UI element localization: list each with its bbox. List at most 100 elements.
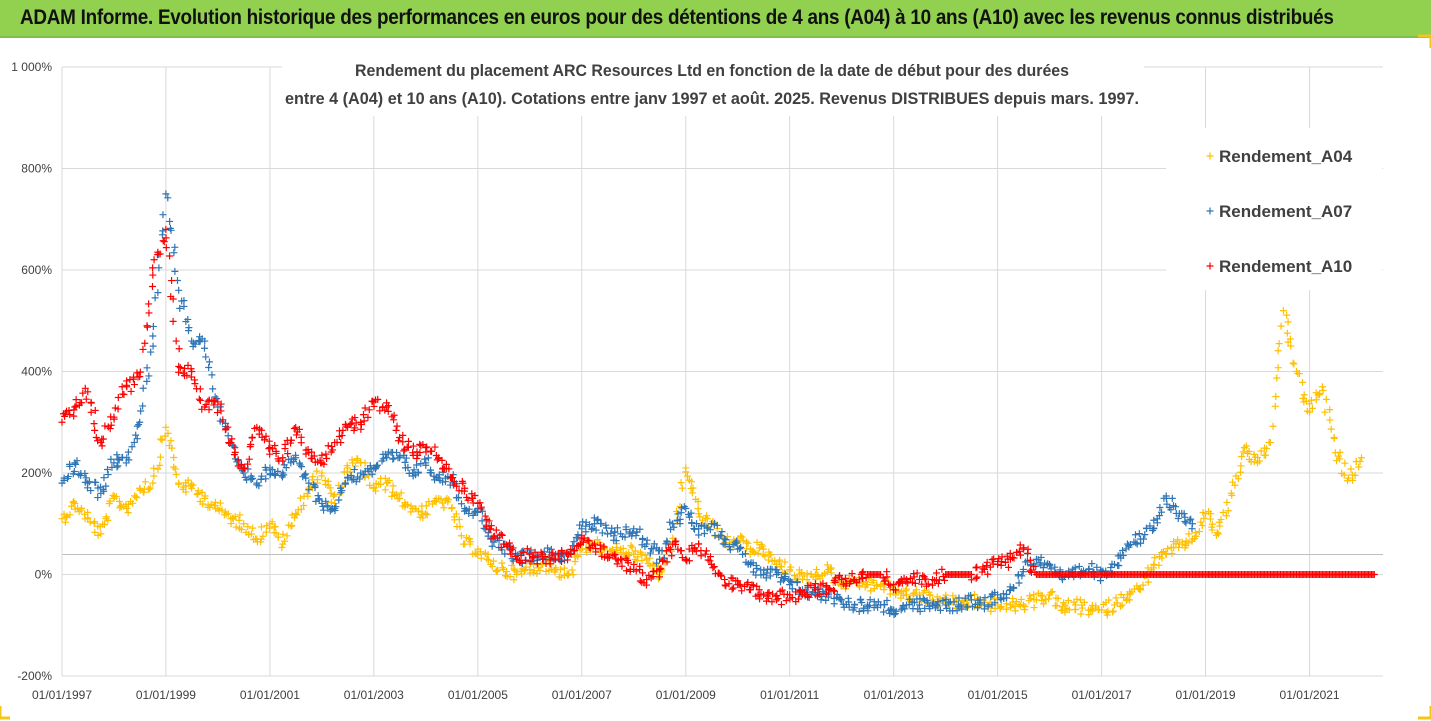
data-point <box>91 406 99 414</box>
data-point <box>850 604 858 612</box>
data-point <box>90 420 98 428</box>
data-point <box>713 521 721 529</box>
data-point <box>1294 370 1302 378</box>
data-point <box>162 244 170 252</box>
data-point <box>1153 519 1161 527</box>
data-point <box>365 406 373 414</box>
data-point <box>73 457 81 465</box>
data-point <box>71 403 79 411</box>
data-point <box>1092 602 1100 610</box>
data-point <box>361 404 369 412</box>
data-point <box>1242 442 1250 450</box>
data-point <box>1231 481 1239 489</box>
data-point <box>529 554 537 562</box>
data-point <box>107 455 115 463</box>
data-point <box>245 455 253 463</box>
data-point <box>1113 599 1121 607</box>
data-point <box>1299 378 1307 386</box>
data-point <box>777 601 785 609</box>
data-point <box>205 406 213 414</box>
data-point <box>125 456 133 464</box>
data-point <box>593 516 601 524</box>
data-point <box>685 557 693 565</box>
data-point <box>183 371 191 379</box>
data-point <box>1254 454 1262 462</box>
data-point <box>597 520 605 528</box>
data-point <box>240 464 248 472</box>
data-point <box>1274 347 1282 355</box>
data-point <box>97 530 105 538</box>
data-point <box>393 490 401 498</box>
data-point <box>717 571 725 579</box>
data-point <box>718 528 726 536</box>
data-point <box>1347 465 1355 473</box>
data-point <box>1187 515 1195 523</box>
data-point <box>201 492 209 500</box>
data-point <box>136 418 144 426</box>
data-point <box>649 561 657 569</box>
data-point <box>1195 527 1203 535</box>
data-point <box>1039 564 1047 572</box>
data-point <box>638 550 646 558</box>
data-point <box>618 562 626 570</box>
data-point <box>1224 507 1232 515</box>
data-point <box>342 479 350 487</box>
data-point <box>234 456 242 464</box>
data-point <box>282 464 290 472</box>
data-point <box>224 510 232 518</box>
data-point <box>586 521 594 529</box>
data-point <box>213 409 221 417</box>
data-point <box>381 474 389 482</box>
data-point <box>310 480 318 488</box>
data-point <box>123 505 131 513</box>
data-point <box>1206 207 1214 215</box>
data-point <box>753 564 761 572</box>
data-point <box>1016 541 1024 549</box>
y-tick-label: 400% <box>21 365 52 379</box>
y-tick-label: -200% <box>17 669 52 683</box>
data-point <box>1088 560 1096 568</box>
data-point <box>1045 595 1053 603</box>
data-point <box>1168 549 1176 557</box>
x-tick-label: 01/01/1999 <box>136 688 196 702</box>
data-point <box>149 479 157 487</box>
data-point <box>402 454 410 462</box>
data-point <box>146 484 154 492</box>
data-point <box>997 603 1005 611</box>
data-point <box>886 581 894 589</box>
data-point <box>101 422 109 430</box>
data-point <box>287 522 295 530</box>
data-point <box>357 421 365 429</box>
data-point <box>332 503 340 511</box>
data-point <box>170 249 178 257</box>
data-point <box>494 566 502 574</box>
data-point <box>187 480 195 488</box>
data-point <box>337 439 345 447</box>
data-point <box>677 479 685 487</box>
data-point <box>829 586 837 594</box>
data-point <box>247 530 255 538</box>
data-point <box>1237 468 1245 476</box>
data-point <box>845 603 853 611</box>
data-point <box>1060 599 1068 607</box>
x-tick-label: 01/01/2007 <box>552 688 612 702</box>
data-point <box>438 456 446 464</box>
data-point <box>104 516 112 524</box>
y-tick-label: 600% <box>21 263 52 277</box>
data-point <box>274 533 282 541</box>
data-point <box>191 340 199 348</box>
data-point <box>487 525 495 533</box>
data-point <box>487 522 495 530</box>
data-point <box>1118 601 1126 609</box>
data-point <box>1054 595 1062 603</box>
data-point <box>632 567 640 575</box>
data-point <box>272 529 280 537</box>
data-point <box>136 373 144 381</box>
x-tick-label: 01/01/2017 <box>1072 688 1132 702</box>
data-point <box>706 553 714 561</box>
data-point <box>64 473 72 481</box>
data-point <box>693 520 701 528</box>
data-point <box>726 546 734 554</box>
data-point <box>114 405 122 413</box>
data-point <box>625 549 633 557</box>
